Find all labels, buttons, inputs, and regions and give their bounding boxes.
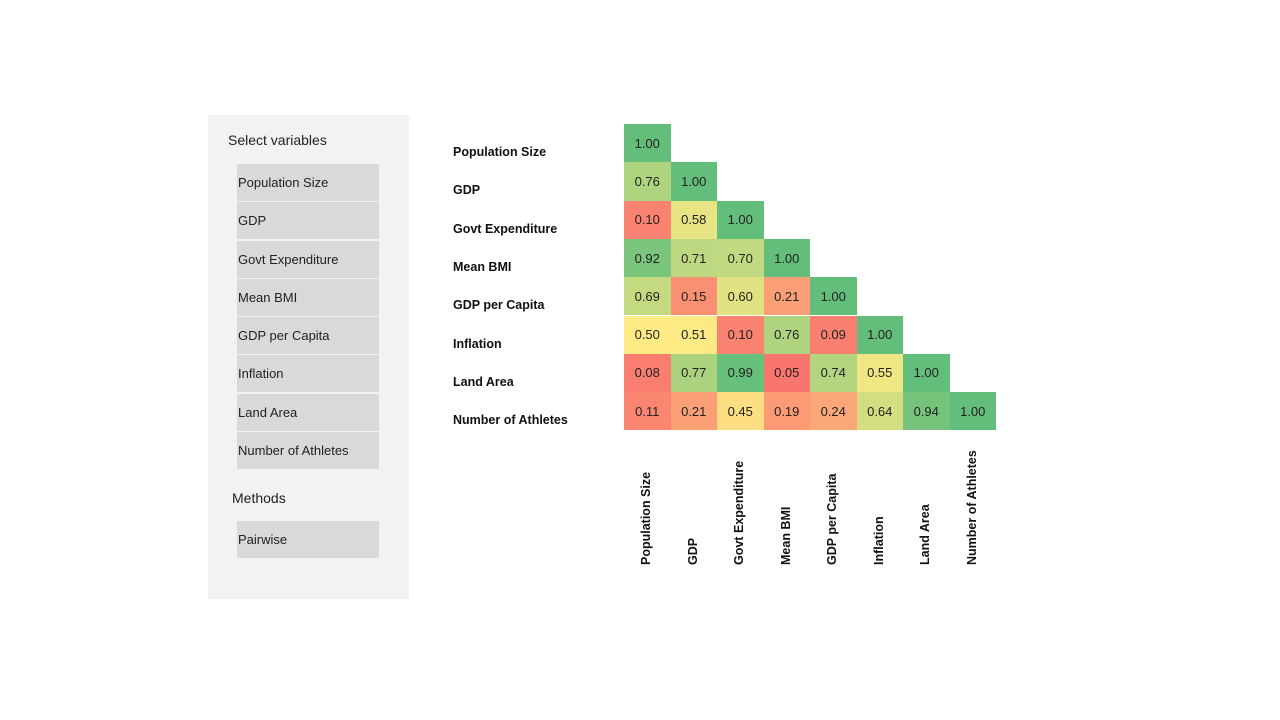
row-label-land-area: Land Area bbox=[453, 374, 514, 389]
column-label-mean-bmi: Mean BMI bbox=[778, 506, 793, 565]
heatmap-cell: 0.58 bbox=[670, 200, 717, 239]
heatmap-cell: 0.21 bbox=[763, 277, 810, 316]
column-label-govt-expenditure: Govt Expenditure bbox=[732, 460, 747, 565]
heatmap-cell: 0.10 bbox=[717, 315, 764, 354]
heatmap-cell: 0.76 bbox=[763, 315, 810, 354]
heatmap-cell: 1.00 bbox=[670, 162, 717, 201]
heatmap-cell: 0.69 bbox=[624, 277, 671, 316]
heatmap-cell: 0.51 bbox=[670, 315, 717, 354]
method-item-pairwise[interactable]: Pairwise bbox=[237, 521, 379, 558]
heatmap-cell: 0.55 bbox=[856, 353, 903, 393]
heatmap-cell: 0.70 bbox=[717, 238, 764, 278]
heatmap-cell: 0.76 bbox=[624, 162, 671, 201]
heatmap-cell: 0.94 bbox=[903, 392, 950, 431]
heatmap-cell: 0.99 bbox=[717, 353, 764, 393]
heatmap-cell: 0.92 bbox=[624, 238, 671, 278]
heatmap-cell: 1.00 bbox=[810, 277, 857, 316]
row-label-gdp-per-capita: GDP per Capita bbox=[453, 298, 545, 313]
heatmap-cell: 1.00 bbox=[624, 124, 671, 163]
variable-list: Population Size GDP Govt Expenditure Mean B… bbox=[237, 164, 379, 470]
heatmap-cell: 1.00 bbox=[856, 315, 903, 354]
heatmap-cell: 0.50 bbox=[624, 315, 671, 354]
heatmap-cell: 1.00 bbox=[903, 353, 950, 393]
row-label-gdp: GDP bbox=[453, 183, 481, 198]
heatmap-cell: 1.00 bbox=[717, 200, 764, 239]
variable-item-population-size[interactable]: Population Size bbox=[237, 164, 379, 201]
heatmap-cell: 0.74 bbox=[810, 353, 857, 393]
heatmap-cell: 0.45 bbox=[717, 392, 764, 431]
column-label-number-of-athletes: Number of Athletes bbox=[964, 450, 979, 565]
heatmap-cell: 0.24 bbox=[810, 392, 857, 431]
variable-item-govt-expenditure[interactable]: Govt Expenditure bbox=[237, 240, 379, 278]
heatmap-cell: 0.60 bbox=[717, 277, 764, 316]
variable-item-inflation[interactable]: Inflation bbox=[237, 355, 379, 393]
heatmap-cell: 0.21 bbox=[670, 392, 717, 431]
heatmap-cell: 0.05 bbox=[763, 353, 810, 393]
variable-item-gdp[interactable]: GDP bbox=[237, 202, 379, 240]
heatmap-cell: 0.15 bbox=[670, 277, 717, 316]
heatmap-cell: 1.00 bbox=[763, 238, 810, 278]
column-label-inflation: Inflation bbox=[871, 516, 886, 565]
heatmap-cell: 0.19 bbox=[763, 392, 810, 431]
column-label-gdp: GDP bbox=[685, 537, 700, 565]
column-label-population-size: Population Size bbox=[639, 471, 654, 565]
row-label-number-of-athletes: Number of Athletes bbox=[453, 413, 568, 428]
row-label-inflation: Inflation bbox=[453, 336, 502, 351]
heatmap-cell: 0.08 bbox=[624, 353, 671, 393]
heatmap-cell: 0.10 bbox=[624, 200, 671, 239]
variable-item-number-of-athletes[interactable]: Number of Athletes bbox=[237, 432, 379, 470]
select-variables-heading: Select variables bbox=[228, 132, 327, 148]
column-label-gdp-per-capita: GDP per Capita bbox=[825, 473, 840, 565]
variable-item-gdp-per-capita[interactable]: GDP per Capita bbox=[237, 317, 379, 355]
column-label-land-area: Land Area bbox=[918, 504, 933, 565]
row-label-govt-expenditure: Govt Expenditure bbox=[453, 221, 558, 236]
heatmap-cell: 0.77 bbox=[670, 353, 717, 393]
variable-item-mean-bmi[interactable]: Mean BMI bbox=[237, 278, 379, 316]
row-label-mean-bmi: Mean BMI bbox=[453, 260, 512, 275]
heatmap-cell: 0.11 bbox=[624, 392, 671, 431]
variable-selection-panel: Select variables Population Size GDP Govt … bbox=[208, 115, 409, 599]
heatmap-cell: 1.00 bbox=[949, 392, 996, 431]
heatmap-cell: 0.09 bbox=[810, 315, 857, 354]
heatmap-cell: 0.71 bbox=[670, 238, 717, 278]
method-list: Pairwise bbox=[237, 521, 379, 559]
heatmap-cell: 0.64 bbox=[856, 392, 903, 431]
row-label-population-size: Population Size bbox=[453, 145, 547, 160]
methods-heading: Methods bbox=[232, 490, 286, 506]
variable-item-land-area[interactable]: Land Area bbox=[237, 393, 379, 431]
